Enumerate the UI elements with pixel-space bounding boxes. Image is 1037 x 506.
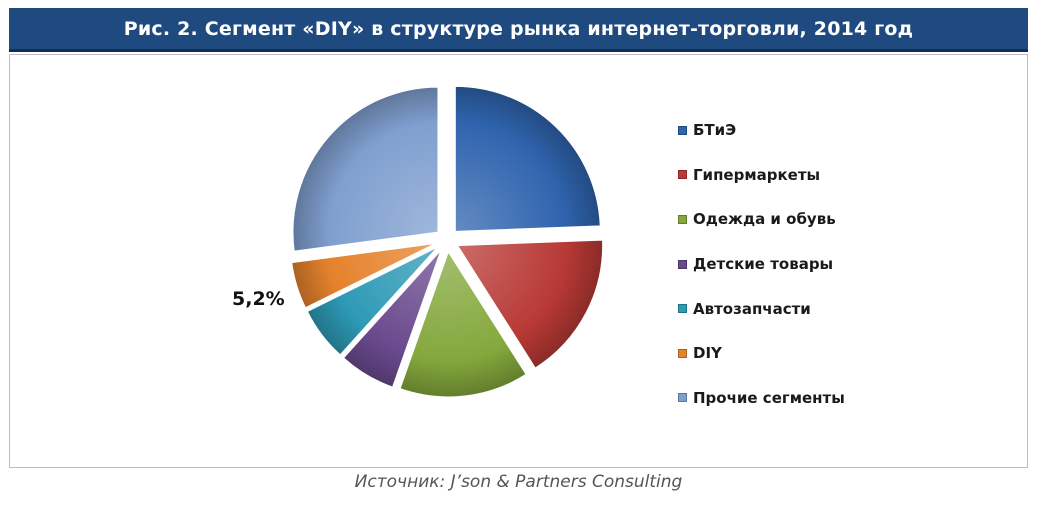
legend-item: БТиЭ bbox=[678, 108, 845, 153]
legend-item: Детские товары bbox=[678, 242, 845, 287]
legend-label: DIY bbox=[693, 344, 722, 363]
pie-slice-7 bbox=[292, 86, 439, 252]
data-label-diy: 5,2% bbox=[232, 288, 285, 310]
pie-slice-4 bbox=[342, 249, 442, 388]
legend-label: Гипермаркеты bbox=[693, 165, 821, 184]
chart-title: Рис. 2. Сегмент «DIY» в структуре рынка … bbox=[123, 17, 914, 40]
legend-swatch bbox=[678, 348, 687, 358]
pie-slice-3 bbox=[399, 250, 527, 398]
pie-slice-1 bbox=[454, 85, 601, 232]
legend-label: Прочие сегменты bbox=[693, 388, 845, 407]
legend-label: Детские товары bbox=[693, 255, 834, 274]
legend-item: Одежда и обувь bbox=[678, 197, 845, 242]
legend-label: БТиЭ bbox=[693, 121, 737, 140]
legend-item: DIY bbox=[678, 331, 845, 376]
chart-title-bar: Рис. 2. Сегмент «DIY» в структуре рынка … bbox=[9, 8, 1028, 52]
legend-item: Автозапчасти bbox=[678, 286, 845, 331]
pie-slice-5 bbox=[306, 246, 438, 356]
legend: БТиЭ Гипермаркеты Одежда и обувь Детские то… bbox=[678, 108, 845, 420]
legend-item: Гипермаркеты bbox=[678, 153, 845, 198]
legend-swatch bbox=[678, 393, 687, 403]
source-note: Источник: J’son & Partners Consulting bbox=[354, 472, 683, 492]
legend-swatch bbox=[678, 304, 687, 314]
pie-slice-6 bbox=[291, 242, 436, 309]
legend-swatch bbox=[678, 259, 687, 269]
legend-label: Одежда и обувь bbox=[693, 210, 836, 229]
legend-label: Автозапчасти bbox=[693, 299, 811, 318]
legend-item: Прочие сегменты bbox=[678, 376, 845, 421]
legend-swatch bbox=[678, 214, 687, 224]
legend-swatch bbox=[678, 125, 687, 135]
pie-slice-2 bbox=[456, 239, 604, 369]
legend-swatch bbox=[678, 170, 687, 180]
